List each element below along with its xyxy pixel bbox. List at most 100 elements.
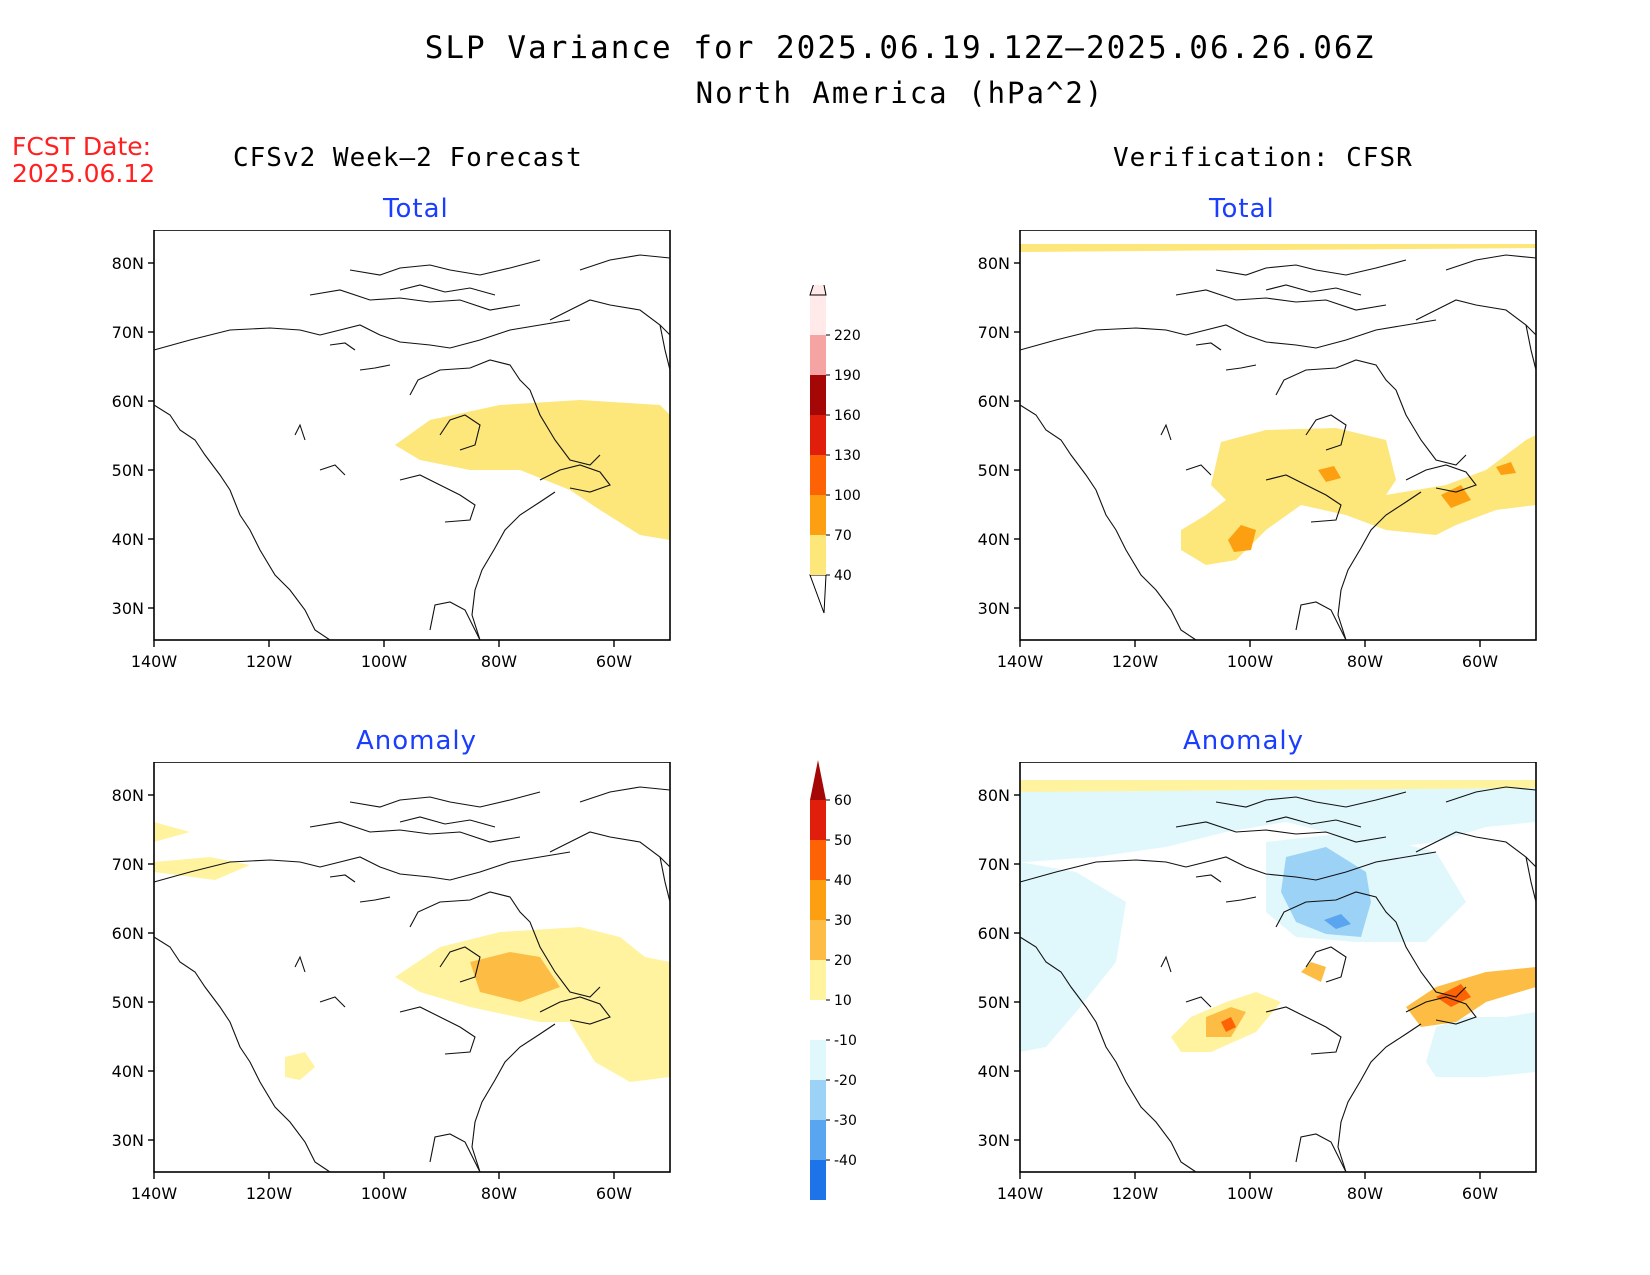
lat-tick-label: 30N (978, 1131, 1010, 1150)
coastlines (153, 786, 671, 1173)
colorbar-swatch (810, 1080, 826, 1120)
lon-tick-label: 120W (1112, 652, 1159, 671)
coastline-segment (294, 955, 306, 973)
coastline-segment (359, 364, 391, 371)
coastline-segment (471, 491, 556, 641)
lon-tick-label: 120W (1112, 1184, 1159, 1203)
total-70-100-plains (1228, 525, 1256, 552)
verification-total-shading (1020, 244, 1536, 565)
colorbar-bottom-arrow (809, 574, 827, 614)
lon-tick-label: 80W (1347, 652, 1383, 671)
lon-tick-label: 100W (1227, 652, 1274, 671)
lat-tick-label: 70N (978, 323, 1010, 342)
anom-neg10-neg20-pacific (1020, 862, 1126, 1052)
coastline-segment (429, 1133, 481, 1173)
forecast-total-map: 80N 70N 60N 50N 40N 30N 140W 120W 100W 80W 60W (112, 230, 671, 671)
colorbar-swatch (810, 335, 826, 375)
colorbar-swatch (810, 880, 826, 920)
lon-tick-label: 60W (596, 1184, 632, 1203)
coastline-segment (359, 896, 391, 903)
coastline-segment (399, 474, 476, 523)
lat-tick-label: 40N (978, 1062, 1010, 1081)
lat-tick-label: 70N (112, 323, 144, 342)
lon-tick-label: 60W (1462, 652, 1498, 671)
coastline-segment (1215, 791, 1407, 808)
colorbar-label: 40 (834, 873, 852, 889)
lon-tick-label: 60W (1462, 1184, 1498, 1203)
coastline-segment (1525, 324, 1537, 371)
coastline-segment (349, 259, 541, 276)
anom-30-40-plains (1221, 1017, 1236, 1032)
lat-tick-label: 40N (978, 530, 1010, 549)
coastlines (1019, 254, 1537, 641)
colorbar-label: -40 (834, 1153, 857, 1169)
colorbar-label: 10 (834, 993, 852, 1009)
lat-tick-label: 40N (112, 1062, 144, 1081)
lat-tick-label: 60N (112, 924, 144, 943)
lat-tick-label: 50N (978, 461, 1010, 480)
coastline-segment (1185, 464, 1212, 476)
anom-neg30-neg40-core (1324, 914, 1351, 929)
coastline-segment (1185, 996, 1212, 1008)
coastline-segment (153, 404, 331, 641)
coastline-segment (409, 891, 601, 998)
lon-tick-label: 140W (131, 1184, 178, 1203)
total-40-70-band (1181, 428, 1536, 565)
lat-tick-label: 30N (978, 599, 1010, 618)
coastline-segment (549, 831, 671, 868)
lat-tick-label: 70N (978, 855, 1010, 874)
colorbar-label: 20 (834, 953, 852, 969)
colorbar-swatch (810, 375, 826, 415)
coastline-segment (1295, 1133, 1347, 1173)
lat-tick-label: 50N (978, 993, 1010, 1012)
colorbar-swatch (810, 495, 826, 535)
coastline-segment (1445, 786, 1537, 803)
forecast-anomaly-map: 80N 70N 60N 50N 40N 30N 140W 120W 100W 80W 60W (112, 762, 671, 1203)
map-frame (153, 762, 671, 1173)
forecast-total-shading (395, 400, 670, 540)
coastline-segment (1525, 856, 1537, 903)
colorbar-swatch (810, 1120, 826, 1160)
coastline-segment (1160, 955, 1172, 973)
total-40-70-region (395, 400, 670, 540)
verification-anomaly-title: Anomaly (1183, 726, 1305, 756)
colorbar-swatch (810, 535, 826, 575)
coastline-segment (1019, 404, 1197, 641)
lat-tick-label: 80N (112, 786, 144, 805)
coastline-segment (329, 342, 356, 351)
lat-tick-label: 80N (112, 254, 144, 273)
colorbar-top-arrow (810, 760, 826, 800)
coastline-segment (319, 464, 346, 476)
anom-neg10-neg20-arctic (1020, 780, 1536, 862)
coastline-segment (1305, 414, 1347, 451)
anom-30-40-quebec (1436, 984, 1471, 1007)
colorbar-label: 220 (834, 328, 861, 344)
colorbar-label: 100 (834, 488, 861, 504)
lat-tick-label: 30N (112, 1131, 144, 1150)
coastline-segment (1215, 259, 1407, 276)
coastline-segment (1405, 464, 1477, 493)
total-70-100-quebec (1441, 485, 1471, 508)
verification-column-title: Verification: CFSR (1113, 143, 1413, 173)
anom-10-20-alaska-north (154, 822, 190, 842)
anom-neg10-neg20-atlantic (1426, 1012, 1536, 1077)
figure-subtitle: North America (hPa^2) (695, 76, 1105, 110)
lon-tick-label: 80W (481, 1184, 517, 1203)
coastline-segment (539, 996, 611, 1025)
lon-tick-label: 60W (596, 652, 632, 671)
coastline-segment (1337, 1023, 1422, 1173)
coastline-segment (153, 936, 331, 1173)
figure-title: SLP Variance for 2025.06.19.12Z—2025.06.… (424, 30, 1376, 66)
lat-tick-label: 70N (112, 855, 144, 874)
coastlines (1019, 786, 1537, 1173)
coastline-segment (1185, 851, 1437, 881)
total-40-70-arctic-strip (1020, 244, 1536, 252)
verification-anomaly-map: 80N 70N 60N 50N 40N 30N 140W 120W 100W 80W 60W (978, 762, 1537, 1203)
coastline-segment (1445, 254, 1537, 271)
colorbar-swatch (810, 295, 826, 335)
coastline-segment (349, 791, 541, 808)
colorbar-swatch (810, 455, 826, 495)
fcst-date-value: 2025.06.12 (12, 159, 156, 188)
coastline-segment (1225, 896, 1257, 903)
coastline-segment (539, 464, 611, 493)
